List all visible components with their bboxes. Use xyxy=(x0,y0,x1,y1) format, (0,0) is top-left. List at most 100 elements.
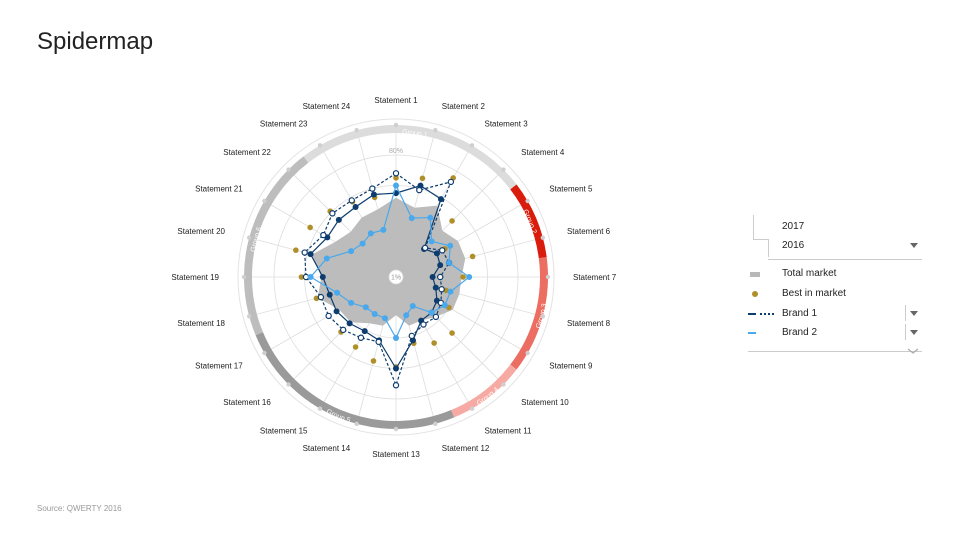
ring-tick-dot xyxy=(262,198,267,204)
brand-2-point xyxy=(348,248,355,255)
brand-1-2016-point xyxy=(408,332,415,340)
ring-tick-dot xyxy=(241,274,247,280)
brand-1-2017-point xyxy=(437,262,444,269)
brand-1-2016-point xyxy=(320,231,327,239)
best-in-market-point xyxy=(293,247,299,253)
brand-1-2017-point xyxy=(370,191,377,198)
ring-tick-dot xyxy=(246,314,252,319)
ring-tick-dot xyxy=(525,350,530,356)
category-label: Statement 10 xyxy=(521,398,569,407)
brand-1-2016-point xyxy=(369,185,376,192)
brand-1-2016-point xyxy=(392,382,400,389)
ring-tick-dot xyxy=(545,274,551,280)
year-select-chevron-down-icon[interactable] xyxy=(910,243,918,248)
ring-tick-dot xyxy=(433,421,438,427)
brand-1-2016-point xyxy=(375,338,382,346)
brand-2-point xyxy=(393,335,399,341)
brand-1-2016-point xyxy=(325,312,332,320)
best-in-market-point xyxy=(419,175,426,182)
page-title: Spidermap xyxy=(37,28,154,55)
legend-label: Brand 1 xyxy=(782,308,818,319)
brand-2-point xyxy=(362,304,369,311)
line-swatch-icon xyxy=(748,332,756,334)
best-in-market-point xyxy=(393,175,399,181)
legend-item-brand-1[interactable]: Brand 1 xyxy=(748,306,918,324)
brand-2-point xyxy=(371,310,378,317)
brand-1-2017-point xyxy=(333,308,340,315)
best-in-market-point xyxy=(307,224,313,231)
legend-item-total-market[interactable]: Total market xyxy=(748,266,918,284)
best-in-market-point xyxy=(370,358,377,364)
group-label-text: Group 1 xyxy=(402,129,428,139)
best-in-market-point xyxy=(449,218,455,224)
ring-tick-dot xyxy=(393,426,399,432)
brand-2-point xyxy=(447,242,454,249)
brand-2-point xyxy=(428,309,435,316)
category-label: Statement 24 xyxy=(303,102,351,111)
area-swatch-icon xyxy=(750,272,760,277)
brand-2-point xyxy=(409,303,416,310)
brand-2-point xyxy=(447,288,454,295)
category-label: Statement 19 xyxy=(171,273,219,282)
category-label: Statement 3 xyxy=(485,120,529,129)
ring-tick-dot xyxy=(317,143,323,148)
brand-2-point xyxy=(323,255,330,262)
category-label: Statement 7 xyxy=(573,273,617,282)
year-option-2017[interactable]: 2017 xyxy=(782,221,805,232)
brand-1-2016-point xyxy=(420,321,427,328)
brand-1-2016-point xyxy=(432,313,440,321)
category-label: Statement 23 xyxy=(260,120,308,129)
scale-max-label: 80% xyxy=(389,148,403,155)
brand-2-point xyxy=(334,289,341,296)
category-label: Statement 20 xyxy=(177,227,225,236)
brand-2-point xyxy=(393,182,399,189)
best-in-market-point xyxy=(431,340,437,346)
brand-1-2016-point xyxy=(438,286,445,293)
expand-chevron-down-icon[interactable] xyxy=(907,347,919,355)
ring-tick-dot xyxy=(246,235,252,240)
ring-tick-dot xyxy=(354,421,359,427)
category-label: Statement 9 xyxy=(549,362,593,371)
ring-tick-dot xyxy=(501,382,506,387)
scale-min-label: 1% xyxy=(391,275,401,282)
outer-circle xyxy=(237,118,555,436)
brand-2-point xyxy=(367,230,374,237)
brand-1-2017-point xyxy=(437,196,444,203)
brand-2-point xyxy=(441,302,448,309)
brand-1-2016-point xyxy=(447,178,455,186)
brand-1-chevron-down-icon[interactable] xyxy=(910,311,918,316)
legend-item-best-in-market[interactable]: Best in market xyxy=(748,286,918,304)
brand-1-2017-point xyxy=(433,250,440,257)
ring-tick-dot xyxy=(317,406,323,411)
ring-tick-dot xyxy=(286,167,291,172)
brand-2-point xyxy=(403,312,410,319)
category-label: Statement 16 xyxy=(223,398,271,407)
group-ring-4 xyxy=(451,364,517,418)
group-ring-6 xyxy=(244,156,309,336)
best-in-market-point xyxy=(460,274,466,280)
brand-1-2017-point xyxy=(326,291,333,298)
brand-1-2016-point xyxy=(317,293,325,301)
category-label: Statement 21 xyxy=(195,185,243,194)
year-select[interactable]: 2016 xyxy=(782,240,805,251)
brand-2-point xyxy=(427,214,434,221)
brand-2-point xyxy=(466,274,473,280)
brand-1-2017-point xyxy=(429,274,436,280)
ring-tick-dot xyxy=(540,235,546,240)
category-label: Statement 5 xyxy=(549,185,593,194)
group-ring-3 xyxy=(510,257,548,370)
brand-1-2016-point xyxy=(301,249,308,256)
brand-2-chevron-down-icon[interactable] xyxy=(910,330,918,335)
year-divider xyxy=(768,259,922,260)
ring-tick-dot xyxy=(540,314,546,319)
brand-2-point xyxy=(348,299,355,306)
brand-1-2016-point xyxy=(339,326,347,334)
brand-2-point xyxy=(307,274,314,280)
brand-1-2016-point xyxy=(392,170,400,177)
ring-tick-dot xyxy=(262,350,267,356)
ring-tick-dot xyxy=(354,127,359,133)
brand-2-point xyxy=(381,315,388,322)
brand-1-separator xyxy=(905,305,906,321)
legend-item-brand-2[interactable]: Brand 2 xyxy=(748,325,918,343)
brand-2-point xyxy=(380,226,387,233)
